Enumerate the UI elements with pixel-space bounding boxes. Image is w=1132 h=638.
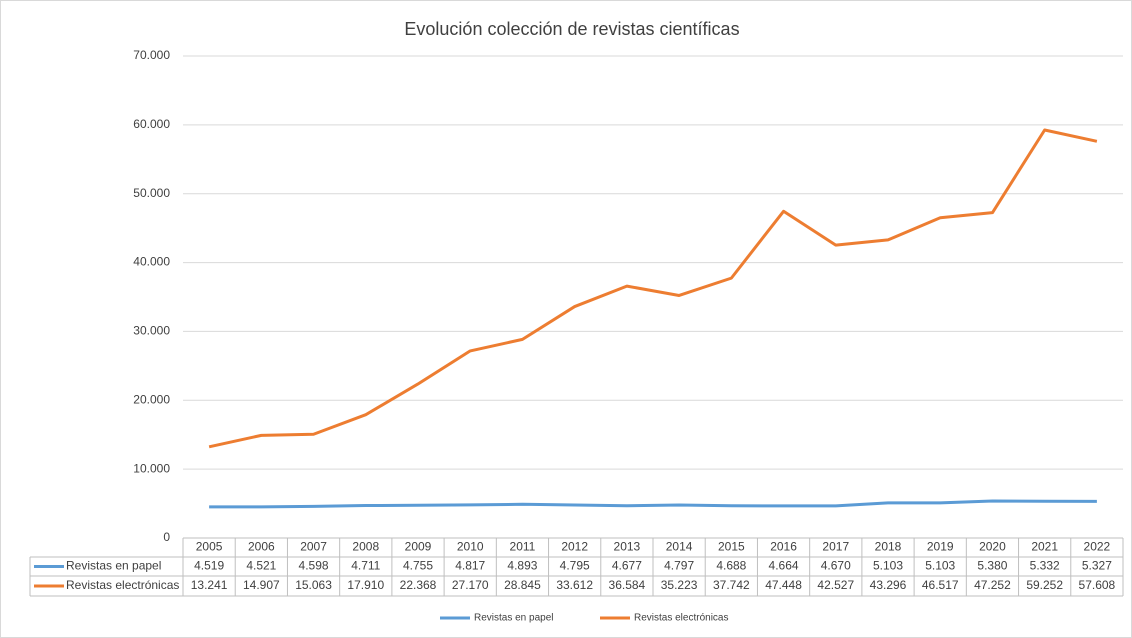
x-tick-label: 2011 <box>510 540 536 554</box>
table-cell: 46.517 <box>922 578 959 592</box>
line <box>209 499 1097 509</box>
y-tick-label: 60.000 <box>133 117 170 131</box>
table-cell: 42.527 <box>817 578 854 592</box>
table-cell: 4.598 <box>299 559 329 573</box>
x-tick-label: 2022 <box>1084 540 1111 554</box>
x-tick-label: 2007 <box>300 540 327 554</box>
table-cell: 4.795 <box>560 559 590 573</box>
y-tick-label: 30.000 <box>133 324 170 338</box>
table-cell: 4.688 <box>716 559 746 573</box>
y-tick-label: 70.000 <box>133 48 170 62</box>
x-tick-label: 2016 <box>770 540 797 554</box>
table-cell: 37.742 <box>713 578 750 592</box>
table-cell: 5.332 <box>1030 559 1060 573</box>
x-tick-label: 2019 <box>927 540 954 554</box>
table-cell: 4.893 <box>507 559 537 573</box>
x-tick-label: 2005 <box>196 540 223 554</box>
legend-label: Revistas en papel <box>474 613 554 624</box>
chart-title: Evolución colección de revistas científi… <box>404 19 739 39</box>
table-cell: 4.817 <box>455 559 485 573</box>
table-cell: 4.670 <box>821 559 851 573</box>
x-tick-label: 2015 <box>718 540 745 554</box>
x-tick-label: 2008 <box>352 540 379 554</box>
table-cell: 4.711 <box>351 559 380 573</box>
table-cell: 47.252 <box>974 578 1011 592</box>
table-cell: 13.241 <box>191 578 228 592</box>
y-tick-label: 0 <box>163 530 170 544</box>
table-cell: 14.907 <box>243 578 280 592</box>
x-tick-label: 2013 <box>614 540 641 554</box>
table-cell: 57.608 <box>1079 578 1116 592</box>
table-cell: 4.521 <box>246 559 276 573</box>
table-cell: 4.519 <box>194 559 224 573</box>
table-row-label: Revistas en papel <box>66 559 161 573</box>
x-tick-label: 2006 <box>248 540 275 554</box>
table-cell: 27.170 <box>452 578 489 592</box>
x-tick-label: 2012 <box>561 540 588 554</box>
table-cell: 22.368 <box>400 578 437 592</box>
table-cell: 5.103 <box>873 559 903 573</box>
table-cell: 33.612 <box>556 578 593 592</box>
line <box>208 128 1098 449</box>
table-cell: 4.677 <box>612 559 642 573</box>
table-cell: 4.797 <box>664 559 694 573</box>
y-tick-label: 40.000 <box>133 255 170 269</box>
table-cell: 4.755 <box>403 559 433 573</box>
table-cell: 28.845 <box>504 578 541 592</box>
x-tick-label: 2021 <box>1031 540 1058 554</box>
legend-label: Revistas electrónicas <box>634 613 728 624</box>
y-tick-label: 50.000 <box>133 186 170 200</box>
table-cell: 59.252 <box>1026 578 1063 592</box>
table-cell: 17.910 <box>347 578 384 592</box>
x-tick-label: 2009 <box>405 540 432 554</box>
table-cell: 4.664 <box>769 559 799 573</box>
x-tick-label: 2010 <box>457 540 484 554</box>
y-tick-label: 10.000 <box>133 461 170 475</box>
table-cell: 5.103 <box>925 559 955 573</box>
table-row-label: Revistas electrónicas <box>66 578 179 592</box>
table-cell: 5.380 <box>977 559 1007 573</box>
x-tick-label: 2017 <box>822 540 849 554</box>
table-cell: 5.327 <box>1082 559 1112 573</box>
table-cell: 15.063 <box>295 578 332 592</box>
x-tick-label: 2014 <box>666 540 693 554</box>
table-cell: 47.448 <box>765 578 802 592</box>
y-tick-label: 20.000 <box>133 392 170 406</box>
x-tick-label: 2020 <box>979 540 1006 554</box>
table-cell: 35.223 <box>661 578 698 592</box>
x-tick-label: 2018 <box>875 540 902 554</box>
table-cell: 43.296 <box>870 578 907 592</box>
table-cell: 36.584 <box>609 578 646 592</box>
